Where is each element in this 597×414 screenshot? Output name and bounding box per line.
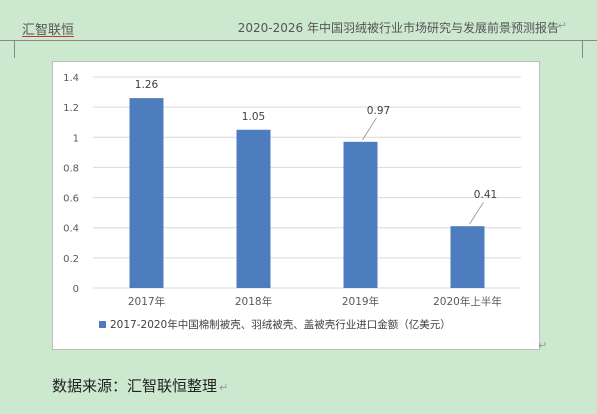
- header-rule: [0, 40, 597, 41]
- bar-chart: 0 0.2 0.4 0.6 0.8 1 1.2 1.4 2017年 1.26 2018年 1.05 20…: [63, 73, 521, 331]
- data-label-leader: [362, 117, 377, 141]
- chart-paragraph-mark-icon: ↵: [538, 339, 548, 352]
- y-tick-label: 0.4: [63, 224, 79, 235]
- y-tick-label: 1.2: [63, 103, 79, 114]
- x-tick-label: 2019年: [342, 295, 379, 308]
- margin-corner-left: [14, 40, 15, 58]
- bar: [236, 129, 271, 288]
- legend-swatch: [99, 321, 106, 328]
- page-header: 汇智联恒 2020-2026 年中国羽绒被行业市场研究与发展前景预测报告 ↵: [0, 0, 597, 60]
- chart-container: 0 0.2 0.4 0.6 0.8 1 1.2 1.4 2017年 1.26 2018年 1.05 20…: [52, 61, 540, 350]
- y-tick-label: 0: [73, 284, 79, 295]
- legend-label: 2017-2020年中国棉制被壳、羽绒被壳、盖被壳行业进口金额（亿美元）: [110, 318, 451, 331]
- x-tick-label: 2017年: [128, 295, 165, 308]
- x-tick-label: 2018年: [235, 295, 272, 308]
- y-tick-label: 0.8: [63, 163, 79, 174]
- y-tick-label: 1.4: [63, 73, 79, 84]
- bar: [450, 226, 485, 288]
- x-tick-label: 2020年上半年: [433, 295, 502, 308]
- data-label-leader: [469, 201, 484, 225]
- document-title: 2020-2026 年中国羽绒被行业市场研究与发展前景预测报告: [237, 21, 559, 35]
- brand-name: 汇智联恒: [22, 23, 75, 38]
- data-label: 0.97: [367, 105, 390, 117]
- data-source-note: 数据来源：汇智联恒整理 ↵: [52, 375, 228, 396]
- bar: [343, 141, 378, 288]
- margin-corner-right: [582, 40, 583, 58]
- y-tick-label: 1: [73, 133, 79, 144]
- footer-paragraph-mark-icon: ↵: [219, 381, 229, 394]
- y-tick-label: 0.6: [63, 194, 79, 205]
- bar: [129, 98, 164, 288]
- data-source-text: 数据来源：汇智联恒整理: [52, 377, 218, 395]
- y-tick-label: 0.2: [63, 254, 79, 265]
- data-label: 1.05: [242, 111, 265, 123]
- data-label: 0.41: [474, 189, 497, 201]
- paragraph-mark-icon: ↵: [557, 19, 567, 32]
- data-label: 1.26: [135, 79, 159, 91]
